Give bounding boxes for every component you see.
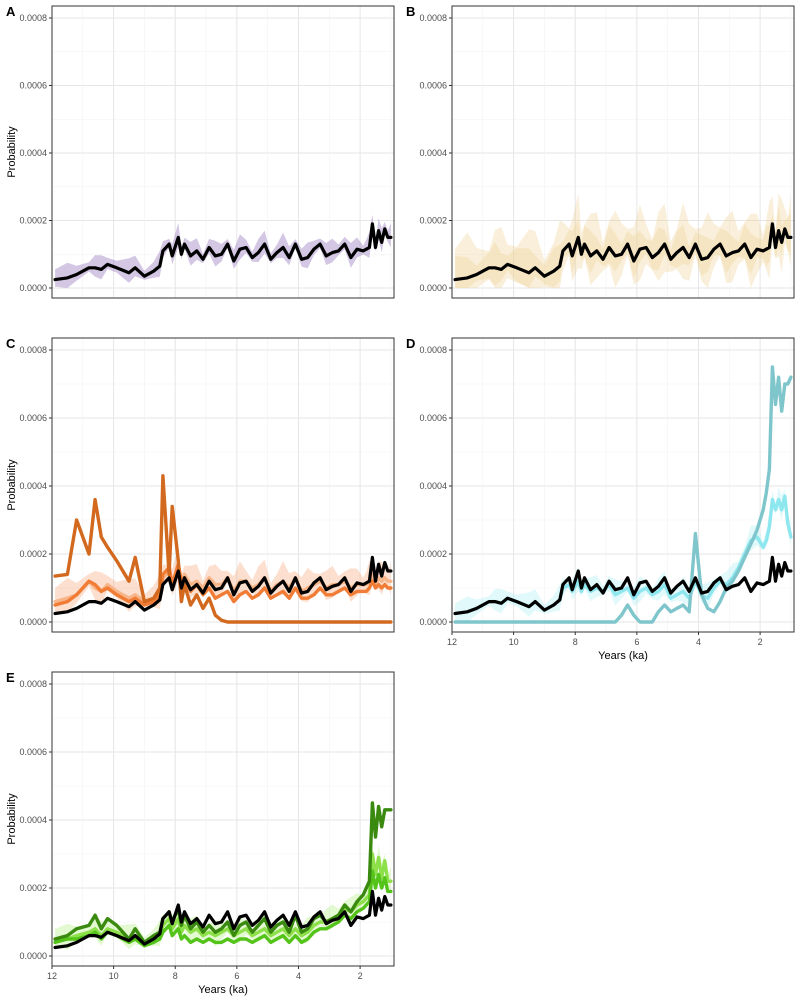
x-tick-label: 8: [173, 971, 178, 981]
y-tick-label: 0.0006: [19, 747, 47, 757]
y-tick-label: 0.0002: [419, 549, 447, 559]
y-tick-label: 0.0008: [19, 13, 47, 23]
x-tick-label: 2: [758, 637, 763, 647]
y-tick-label: 0.0002: [419, 216, 447, 226]
series-line-3: [453, 555, 793, 616]
plot-border: [451, 337, 795, 633]
y-tick-label: 0.0000: [19, 283, 47, 293]
x-tick-label: 12: [447, 637, 457, 647]
panel-tag-label: A: [6, 4, 16, 19]
y-axis-title: Probability: [6, 126, 18, 178]
panel-d: 0.0000 0.0002 0.0004 0.0006 0.0008 12 10 8 6 4 2 Ye…: [406, 336, 795, 662]
plot-border: [51, 5, 395, 299]
panel-a: 0.0000 0.0002 0.0004 0.0006 0.0008 Probabilit…: [6, 4, 395, 299]
y-tick-label: 0.0006: [419, 81, 447, 91]
x-tick-label: 2: [358, 971, 363, 981]
y-tick-label: 0.0004: [419, 148, 447, 158]
x-tick-label: 10: [509, 637, 519, 647]
panel-e: 0.0000 0.0002 0.0004 0.0006 0.0008 12 10 8 6 4 2 Pr…: [6, 670, 395, 996]
series-line-2: [53, 562, 393, 607]
panel-c: 0.0000 0.0002 0.0004 0.0006 0.0008 Probabilit…: [6, 336, 395, 633]
uncertainty-band: [455, 487, 791, 622]
y-tick-label: 0.0000: [419, 617, 447, 627]
y-tick-label: 0.0006: [19, 81, 47, 91]
series-line-4: [53, 555, 393, 616]
x-tick-label: 8: [573, 637, 578, 647]
y-axis-title: Probability: [6, 793, 18, 845]
panel-b: 0.0000 0.0002 0.0004 0.0006 0.0008 B: [406, 4, 795, 299]
y-tick-label: 0.0008: [419, 13, 447, 23]
series-line-2: [53, 869, 393, 948]
y-tick-label: 0.0002: [19, 883, 47, 893]
x-tick-label: 12: [47, 971, 57, 981]
series-line-4: [53, 889, 393, 950]
y-tick-label: 0.0004: [19, 815, 47, 825]
x-tick-label: 4: [296, 971, 301, 981]
y-tick-label: 0.0006: [19, 413, 47, 423]
plot-border: [51, 671, 395, 967]
y-tick-label: 0.0000: [19, 951, 47, 961]
y-tick-label: 0.0000: [19, 617, 47, 627]
plot-border: [451, 5, 795, 299]
y-tick-label: 0.0004: [19, 148, 47, 158]
y-tick-label: 0.0008: [19, 679, 47, 689]
x-tick-label: 4: [696, 637, 701, 647]
series-line-1: [453, 222, 793, 282]
x-tick-label: 6: [234, 971, 239, 981]
y-tick-label: 0.0004: [19, 481, 47, 491]
x-tick-label: 10: [109, 971, 119, 981]
y-tick-label: 0.0002: [19, 549, 47, 559]
panel-tag-label: C: [6, 336, 16, 351]
y-tick-label: 0.0004: [419, 481, 447, 491]
panel-tag-label: B: [406, 4, 415, 19]
series-line-1: [53, 222, 393, 282]
y-tick-label: 0.0000: [419, 283, 447, 293]
uncertainty-band: [455, 205, 791, 288]
series-line-3: [53, 474, 393, 624]
series-line-2: [453, 365, 793, 624]
panel-tag-label: E: [6, 670, 15, 685]
series-line-3: [53, 801, 393, 945]
x-tick-label: 6: [634, 637, 639, 647]
y-tick-label: 0.0006: [419, 413, 447, 423]
uncertainty-band: [55, 844, 391, 950]
y-tick-label: 0.0008: [419, 345, 447, 355]
x-axis-title: Years (ka): [598, 650, 648, 662]
grid-lines: [451, 338, 794, 632]
y-tick-label: 0.0002: [19, 216, 47, 226]
plot-border: [51, 337, 395, 633]
x-axis-title: Years (ka): [198, 984, 248, 996]
y-axis-title: Probability: [6, 459, 18, 511]
uncertainty-band: [455, 193, 791, 288]
panel-tag-label: D: [406, 336, 415, 351]
y-tick-label: 0.0008: [19, 345, 47, 355]
